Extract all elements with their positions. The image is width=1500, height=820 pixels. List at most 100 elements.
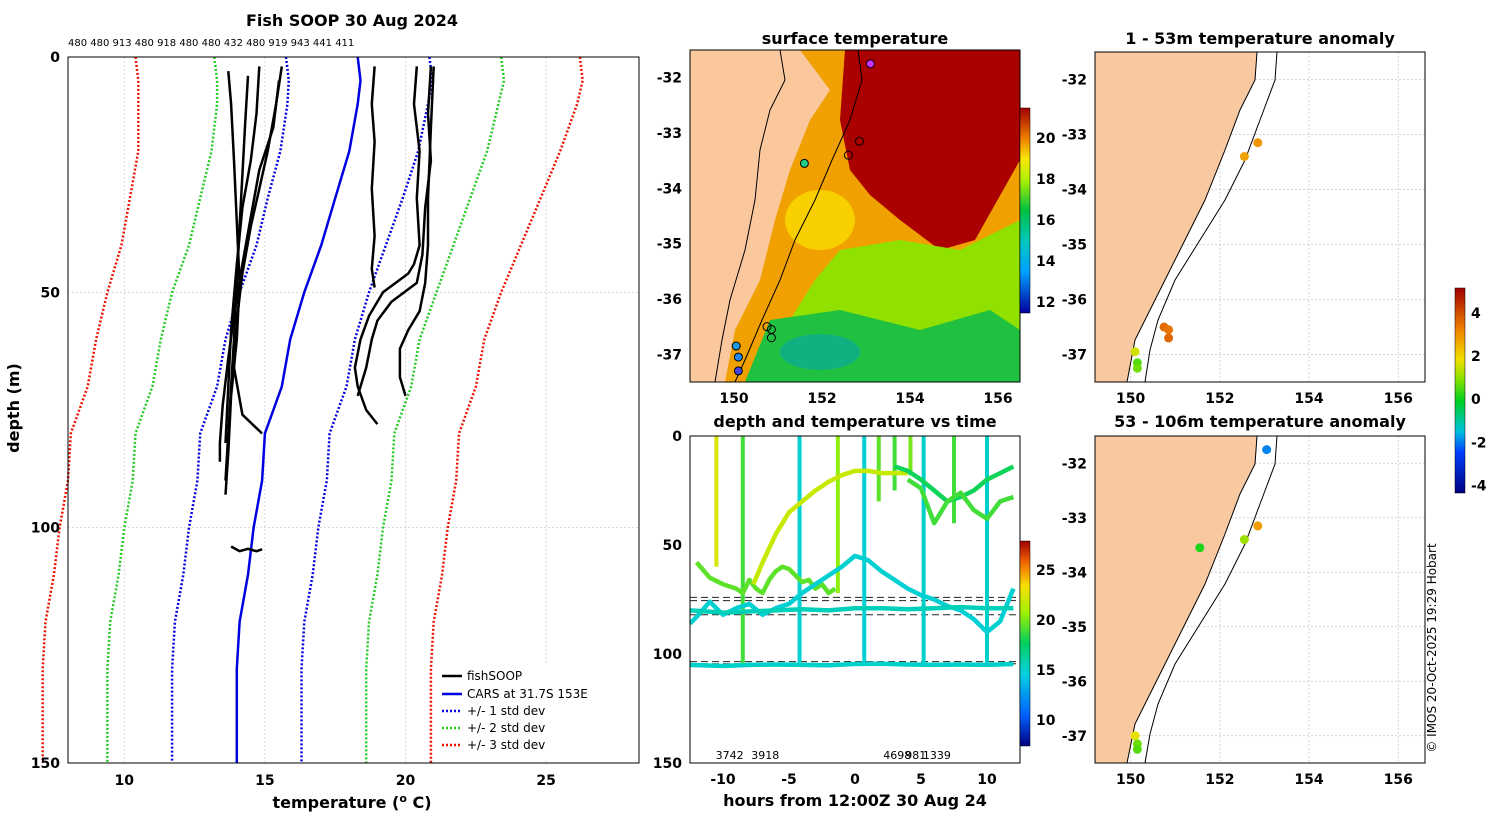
x-tick-label: -5 bbox=[781, 772, 797, 788]
sst-cast-marker bbox=[865, 59, 875, 69]
x-tick-label: 15 bbox=[255, 773, 274, 789]
depth-time-colorbar-tick-label: 15 bbox=[1036, 663, 1055, 679]
fishsoop-cast-line bbox=[232, 66, 284, 435]
sst-colorbar-tick-label: 18 bbox=[1036, 172, 1055, 188]
x-tick-label: 10 bbox=[115, 773, 135, 789]
x-tick-label: 156 bbox=[983, 391, 1012, 407]
x-tick-label: 152 bbox=[1205, 772, 1234, 788]
fishsoop-cast-line bbox=[370, 66, 376, 288]
anomaly-colorbar-tick-label: -2 bbox=[1471, 435, 1487, 451]
sst-coastline bbox=[714, 50, 786, 382]
fishsoop-cast-line bbox=[353, 66, 421, 425]
depth-time-track bbox=[690, 661, 1014, 669]
sst-colorbar bbox=[1019, 107, 1031, 314]
anomaly-upper-isobath bbox=[1144, 52, 1278, 382]
y-tick-label: -32 bbox=[1062, 456, 1087, 472]
cast-duration-label: 1339 bbox=[923, 749, 951, 762]
x-tick-label: 150 bbox=[1116, 772, 1145, 788]
y-tick-label: -37 bbox=[657, 347, 682, 363]
sst-cast-marker bbox=[733, 366, 743, 376]
y-tick-label: -34 bbox=[657, 181, 683, 197]
y-tick-label: -34 bbox=[1062, 183, 1088, 199]
profile-fishsoop-casts bbox=[218, 66, 435, 553]
std2-line-lower bbox=[106, 56, 219, 763]
y-tick-label: -35 bbox=[1062, 238, 1087, 254]
sst-ocean-cold-patch bbox=[780, 334, 860, 370]
depth-time-title: depth and temperature vs time bbox=[713, 412, 996, 431]
x-tick-label: 5 bbox=[916, 772, 926, 788]
anomaly-lower-panel: 53 - 106m temperature anomaly 150 152 154 1… bbox=[1062, 287, 1487, 788]
sst-eac-hot bbox=[840, 50, 1020, 250]
anomaly-lower-land bbox=[1095, 436, 1258, 763]
anomaly-upper-point bbox=[1130, 347, 1140, 357]
depth-time-colorbar bbox=[1019, 540, 1031, 747]
anomaly-colorbar-tick-label: 4 bbox=[1471, 306, 1481, 322]
y-tick-label: -36 bbox=[1062, 674, 1087, 690]
y-tick-label: -35 bbox=[1062, 620, 1087, 636]
anomaly-colorbar-tick-label: 2 bbox=[1471, 349, 1481, 365]
fishsoop-cast-line bbox=[224, 66, 261, 443]
legend-box bbox=[437, 664, 637, 760]
sst-cast-marker bbox=[733, 352, 743, 362]
y-tick-label: -36 bbox=[1062, 293, 1087, 309]
profile-ylabel: depth (m) bbox=[4, 363, 23, 453]
y-tick-label: -35 bbox=[657, 237, 682, 253]
anomaly-colorbar-ticks: -4 -2 0 2 4 bbox=[1471, 306, 1487, 495]
anomaly-upper-panel: 1 - 53m temperature anomaly 150 152 154 156… bbox=[1062, 29, 1426, 408]
anomaly-lower-point bbox=[1132, 744, 1142, 754]
anomaly-upper-land bbox=[1095, 52, 1258, 382]
sst-colorbar-tick-label: 16 bbox=[1036, 213, 1055, 229]
sst-cast-marker bbox=[766, 333, 776, 343]
profile-ticks: 10 15 20 25 0 50 100 150 bbox=[31, 50, 556, 789]
depth-time-track bbox=[906, 477, 1015, 526]
fishsoop-cast-line bbox=[398, 66, 435, 397]
y-tick-label: -33 bbox=[1062, 511, 1087, 527]
depth-time-colorbar-ticks: 10 15 20 25 bbox=[1036, 563, 1056, 729]
x-tick-label: 156 bbox=[1384, 391, 1413, 407]
profile-xlabel: temperature (o C) bbox=[272, 792, 431, 812]
fishsoop-cast-line bbox=[224, 75, 250, 481]
cast-duration-label: 4698 bbox=[883, 749, 911, 762]
anomaly-upper-point bbox=[1164, 325, 1174, 335]
y-tick-label: 0 bbox=[672, 429, 682, 445]
y-tick-label: 50 bbox=[41, 285, 61, 301]
cast-duration-label: 981 bbox=[905, 749, 926, 762]
y-tick-label: 100 bbox=[31, 521, 60, 537]
legend-label-std1: +/- 1 std dev bbox=[467, 704, 545, 718]
y-tick-label: 0 bbox=[50, 50, 60, 66]
anomaly-upper-axes-box bbox=[1094, 51, 1426, 383]
depth-time-track bbox=[690, 604, 1014, 615]
depth-time-panel: depth and temperature vs time -10 -5 0 5 100… bbox=[653, 412, 1056, 810]
x-tick-label: 152 bbox=[1205, 391, 1234, 407]
sst-colorbar-tick-label: 14 bbox=[1036, 254, 1056, 270]
y-tick-label: -32 bbox=[1062, 73, 1087, 89]
y-tick-label: 150 bbox=[653, 756, 682, 772]
anomaly-upper-ticks: 150 152 154 156 -32 -33 -34 -35 -36 -37 bbox=[1062, 73, 1413, 408]
anomaly-lower-points bbox=[1130, 445, 1272, 754]
profile-legend: fishSOOP CARS at 31.7S 153E +/- 1 std de… bbox=[437, 664, 637, 760]
anomaly-lower-title: 53 - 106m temperature anomaly bbox=[1114, 412, 1406, 431]
sst-cast-markers bbox=[731, 59, 875, 376]
anomaly-lower-map bbox=[1095, 436, 1425, 763]
anomaly-lower-ticks: 150 152 154 156 -32 -33 -34 -35 -36 -37 bbox=[1062, 456, 1413, 788]
sst-cast-marker bbox=[731, 341, 741, 351]
depth-time-track bbox=[694, 560, 837, 596]
anomaly-lower-point bbox=[1195, 543, 1205, 553]
legend-label-std2: +/- 2 std dev bbox=[467, 721, 545, 735]
depth-time-xlabel: hours from 12:00Z 30 Aug 24 bbox=[723, 791, 987, 810]
anomaly-upper-point bbox=[1132, 363, 1142, 373]
profile-cast-labels: 480 480 913 480 918 480 480 432 480 919 … bbox=[68, 38, 354, 49]
anomaly-upper-title: 1 - 53m temperature anomaly bbox=[1125, 29, 1395, 48]
y-tick-label: 150 bbox=[31, 756, 60, 772]
sst-ticks: 150 152 154 156 -32 -33 -34 -35 -36 -37 bbox=[657, 71, 1013, 407]
anomaly-upper-map bbox=[1095, 52, 1425, 382]
anomaly-upper-point bbox=[1164, 333, 1174, 343]
profile-grid bbox=[68, 56, 639, 764]
depth-time-colorbar-tick-label: 20 bbox=[1036, 613, 1056, 629]
x-tick-label: 20 bbox=[396, 773, 416, 789]
fishsoop-cast-line bbox=[230, 545, 263, 553]
x-tick-label: 150 bbox=[1116, 391, 1145, 407]
sst-cast-marker bbox=[799, 158, 809, 168]
legend-label-std3: +/- 3 std dev bbox=[467, 738, 545, 752]
